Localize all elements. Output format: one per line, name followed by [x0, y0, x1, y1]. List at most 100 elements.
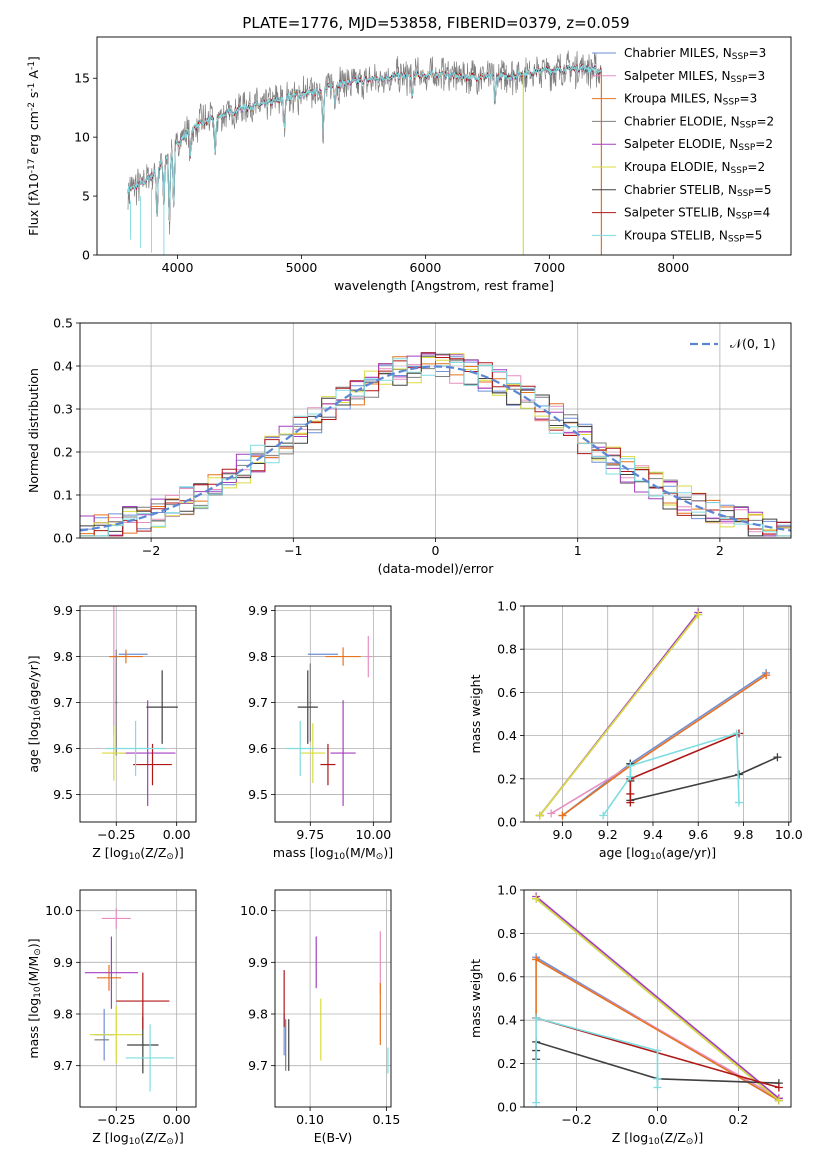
mass-vs-metallicity-axes-xlabel: Z [log10(Z/Z⊙)]	[92, 1130, 183, 1147]
spectrum-line	[127, 64, 602, 223]
x-tick-label: 0.2	[728, 1112, 748, 1127]
y-tick-label: 9.8	[53, 1007, 73, 1022]
y-tick-label: 1.0	[497, 599, 517, 614]
legend-label: Salpeter MILES, NSSP=3	[624, 69, 765, 85]
y-tick-label: 5	[82, 189, 90, 204]
mass-vs-metallicity-axes-grid	[80, 890, 196, 1107]
x-tick-label: −0.2	[561, 1112, 591, 1127]
y-tick-label: 9.8	[53, 649, 73, 664]
mass-weight-marker	[774, 1096, 783, 1105]
spectrum-axes-frame	[96, 36, 792, 256]
mass-weight-marker	[732, 729, 741, 738]
y-tick-label: 0.0	[53, 531, 73, 546]
spectrum-axes-xlabel: wavelength [Angstrom, rest frame]	[334, 278, 554, 293]
mass-weight-age-axes-plot	[535, 608, 782, 820]
y-tick-label: 9.7	[248, 1058, 268, 1073]
y-tick-label: 0.5	[53, 316, 73, 331]
mass-weight-line	[535, 895, 780, 1099]
y-tick-label: 0.2	[53, 445, 73, 460]
y-tick-label: 9.5	[53, 787, 73, 802]
x-tick-label: 9.2	[598, 827, 618, 842]
y-tick-label: 9.8	[248, 1007, 268, 1022]
mass-weight-marker	[532, 894, 541, 903]
y-tick-label: 0.3	[53, 402, 73, 417]
age-vs-metallicity-axes-xlabel: Z [log10(Z/Z⊙)]	[92, 845, 183, 862]
x-tick-label: 9.75	[296, 827, 324, 842]
y-tick-label: 9.9	[248, 955, 268, 970]
age-vs-metallicity-axes-frame	[79, 605, 197, 823]
mass-vs-metallicity-axes-ylabel: mass [log10(M/M⊙)]	[26, 938, 43, 1058]
x-tick-label: 0.00	[163, 827, 191, 842]
x-tick-label: −2	[142, 543, 160, 558]
legend-label: Chabrier MILES, NSSP=3	[624, 46, 766, 62]
mass-weight-marker	[532, 1014, 541, 1023]
age-vs-mass-axes-grid	[275, 606, 391, 822]
x-tick-label: 9.4	[643, 827, 663, 842]
legend-label: Salpeter STELIB, NSSP=4	[624, 206, 770, 222]
spectrum-line	[127, 63, 602, 223]
x-tick-label: 0	[432, 543, 440, 558]
mass-weight-metallicity-axes-xlabel: Z [log10(Z/Z⊙)]	[612, 1130, 703, 1147]
age-vs-metallicity-axes-plot	[101, 606, 178, 806]
spectrum-line	[127, 64, 602, 221]
age-vs-mass-axes-frame	[274, 605, 392, 823]
y-tick-label: 9.7	[53, 695, 73, 710]
mass-vs-ebv-axes-frame	[274, 889, 392, 1108]
x-tick-label: −1	[284, 543, 302, 558]
age-vs-metallicity-axes-ylabel: age [log10(age/yr)]	[26, 655, 43, 772]
x-tick-label: 9.8	[734, 827, 754, 842]
y-tick-label: 9.9	[248, 603, 268, 618]
histogram-step	[80, 353, 791, 537]
y-tick-label: 10	[74, 130, 90, 145]
age-vs-mass-axes-plot	[286, 635, 371, 806]
mass-weight-marker	[653, 1083, 662, 1092]
x-tick-label: 5000	[286, 260, 318, 275]
mass-weight-marker	[694, 610, 703, 619]
age-vs-metallicity-axes: −0.25 0.00 9.5 9.6 9.7 9.8 9.9 Z [log10(Z/Z⊙)] a…	[26, 603, 197, 862]
residual-axes-plot	[80, 352, 791, 537]
mass-weight-marker	[734, 798, 743, 807]
y-tick-label: 0.4	[497, 1013, 517, 1028]
mass-weight-line	[629, 732, 740, 803]
y-tick-label: 0.2	[497, 771, 517, 786]
y-tick-label: 0.2	[497, 1056, 517, 1071]
mass-weight-marker	[653, 1074, 662, 1083]
x-tick-label: 10.0	[775, 827, 803, 842]
mass-vs-metallicity-axes: −0.25 0.00 9.7 9.8 9.9 10.0 Z [log10(Z/Z⊙)] mas…	[26, 889, 197, 1147]
x-tick-label: 7000	[533, 260, 565, 275]
mass-weight-marker	[532, 1098, 541, 1107]
spectrum-legend: Chabrier MILES, NSSP=3 Salpeter MILES, NS…	[592, 46, 774, 245]
x-tick-label: 2	[716, 543, 724, 558]
y-tick-label: 1.0	[497, 883, 517, 898]
mass-weight-age-axes: 9.0 9.2 9.4 9.6 9.8 10.0 0.0 0.2 0.4 0.6 0.8 1.0 age…	[468, 599, 803, 863]
age-vs-metallicity-axes-grid	[80, 606, 196, 822]
y-tick-label: 0.4	[497, 728, 517, 743]
mass-weight-marker	[626, 761, 635, 770]
mass-vs-ebv-axes-xlabel: E(B-V)	[314, 1130, 353, 1145]
y-tick-label: 9.8	[248, 649, 268, 664]
legend-label: Chabrier STELIB, NSSP=5	[624, 183, 772, 199]
mass-weight-marker	[774, 1083, 783, 1092]
y-tick-label: 9.9	[53, 603, 73, 618]
age-vs-mass-axes-xlabel: mass [log10(M/M⊙)]	[273, 845, 393, 862]
mass-vs-metallicity-axes-frame	[79, 889, 197, 1108]
residual-axes-ylabel: Normed distribution	[26, 368, 41, 493]
mass-weight-line	[602, 732, 740, 816]
legend-label: Salpeter ELODIE, NSSP=2	[624, 137, 773, 153]
x-tick-label: −0.25	[97, 1112, 135, 1127]
mass-weight-marker	[653, 1046, 662, 1055]
y-tick-label: 9.6	[53, 741, 73, 756]
mass-weight-marker	[773, 753, 782, 762]
residual-axes-xlabel: (data-model)/error	[378, 561, 495, 576]
spectrum-line	[127, 63, 602, 223]
mass-weight-marker	[626, 798, 635, 807]
x-tick-label: 8000	[657, 260, 689, 275]
figure-title: PLATE=1776, MJD=53858, FIBERID=0379, z=0…	[242, 14, 629, 32]
spectrum-axes: 4000 5000 6000 7000 8000 0 5 10 15 wavelength [An…	[26, 36, 792, 293]
spectrum-line	[127, 62, 602, 224]
legend-label: Kroupa MILES, NSSP=3	[624, 92, 757, 108]
x-tick-label: 6000	[410, 260, 442, 275]
mass-weight-metallicity-axes: −0.2 0.0 0.2 0.0 0.2 0.4 0.6 0.8 1.0 Z [log10(Z/Z…	[468, 883, 792, 1147]
y-tick-label: 0.6	[497, 685, 517, 700]
